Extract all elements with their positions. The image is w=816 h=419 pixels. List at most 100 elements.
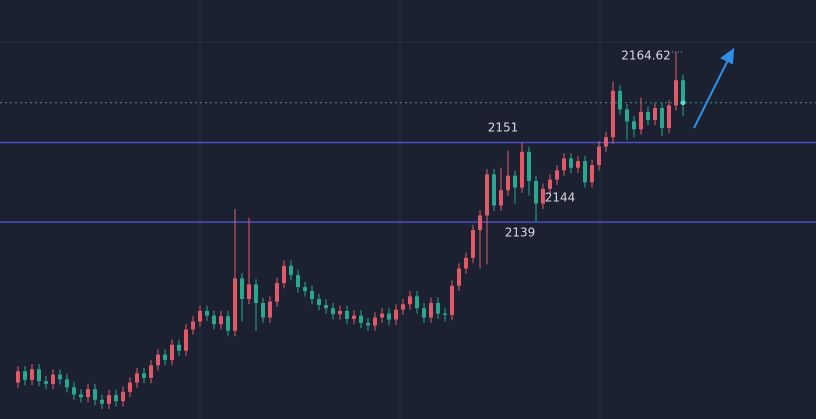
candle-body xyxy=(128,382,132,392)
candle-body xyxy=(457,268,461,286)
candle-body xyxy=(296,275,300,288)
candle-body xyxy=(422,308,426,318)
candle-body xyxy=(282,265,286,284)
candle-body xyxy=(268,301,272,318)
candle-body xyxy=(576,161,580,168)
candle-body xyxy=(408,296,412,305)
candle-body xyxy=(303,287,307,292)
candle-body xyxy=(93,389,97,400)
candle-body xyxy=(660,108,664,128)
candle-body xyxy=(653,108,657,120)
candle-body xyxy=(198,310,202,322)
annotation: 2139 xyxy=(505,226,536,240)
candle-body xyxy=(415,296,419,309)
candle-body xyxy=(51,374,55,384)
candle-body xyxy=(674,80,678,106)
candle-body xyxy=(478,215,482,231)
candle-body xyxy=(317,299,321,305)
candle-body xyxy=(506,175,510,191)
candle-body xyxy=(72,387,76,395)
candle-body xyxy=(611,90,615,138)
candle-body xyxy=(121,391,125,402)
arrow-shaft xyxy=(693,59,729,129)
annotation: 2144 xyxy=(545,191,576,205)
candle-body xyxy=(681,80,685,103)
candle-body xyxy=(261,302,265,318)
candle-body xyxy=(142,373,146,378)
candle-body xyxy=(149,365,153,378)
candle-body xyxy=(401,304,405,310)
candle-body xyxy=(569,158,573,168)
candle-body xyxy=(352,315,356,319)
candle-body xyxy=(534,180,538,204)
candle-body xyxy=(590,165,594,183)
candle-body xyxy=(135,373,139,383)
last-price-dot xyxy=(680,100,686,106)
candle-body xyxy=(387,313,391,320)
candle-body xyxy=(471,230,475,258)
candle-body xyxy=(555,170,559,180)
candle-body xyxy=(184,329,188,351)
candle-body xyxy=(23,371,27,380)
candle-body xyxy=(16,371,20,383)
candle-body xyxy=(604,137,608,147)
candle-body xyxy=(513,175,517,188)
candle-body xyxy=(212,315,216,325)
candle-body xyxy=(373,317,377,326)
candle-body xyxy=(562,158,566,171)
candle-body xyxy=(520,151,524,188)
candle-body xyxy=(163,354,167,360)
candle-body xyxy=(667,105,671,128)
annotation: 2164.62 xyxy=(621,49,671,63)
plot: 2164.62 2151 2144 2139 xyxy=(0,49,816,410)
arrow-head xyxy=(720,47,735,65)
candle-body xyxy=(345,310,349,319)
candle-body xyxy=(86,389,90,398)
candle-body xyxy=(646,112,650,120)
candle-body xyxy=(37,369,41,382)
candle-body xyxy=(485,174,489,216)
candle-body xyxy=(205,310,209,316)
candle-body xyxy=(639,112,643,130)
candle-body xyxy=(289,265,293,276)
candle-body xyxy=(541,188,545,204)
candle-body xyxy=(247,284,251,300)
candle-body xyxy=(359,315,363,323)
candle-body xyxy=(233,278,237,331)
candle-body xyxy=(219,316,223,325)
candle-body xyxy=(429,302,433,318)
candle-body xyxy=(177,344,181,351)
candle-body xyxy=(65,379,69,388)
candle-body xyxy=(366,322,370,326)
candle-body xyxy=(44,381,48,384)
candle-body xyxy=(492,174,496,206)
candle-body xyxy=(30,369,34,380)
candle-body xyxy=(597,146,601,166)
candle-body xyxy=(450,285,454,315)
candle-body xyxy=(394,309,398,320)
candle-body xyxy=(324,304,328,309)
annotation: 2151 xyxy=(488,121,519,135)
candle-body xyxy=(548,179,552,189)
candle-body xyxy=(156,354,160,366)
candle-body xyxy=(331,308,335,315)
candle-body xyxy=(380,313,384,318)
candle-body xyxy=(275,283,279,302)
candle-body xyxy=(632,121,636,130)
candle-body xyxy=(443,313,447,315)
candle-body xyxy=(79,394,83,398)
candle-body xyxy=(170,344,174,360)
candle-body xyxy=(240,278,244,300)
candle-body xyxy=(464,257,468,269)
candle-body xyxy=(226,316,230,331)
candle-body xyxy=(107,395,111,404)
candle-body xyxy=(114,395,118,402)
candle-body xyxy=(499,190,503,206)
candle-body xyxy=(583,161,587,183)
candle-body xyxy=(338,310,342,315)
candle-body xyxy=(436,302,440,314)
candle-body xyxy=(58,374,62,380)
candle-body xyxy=(618,90,622,110)
